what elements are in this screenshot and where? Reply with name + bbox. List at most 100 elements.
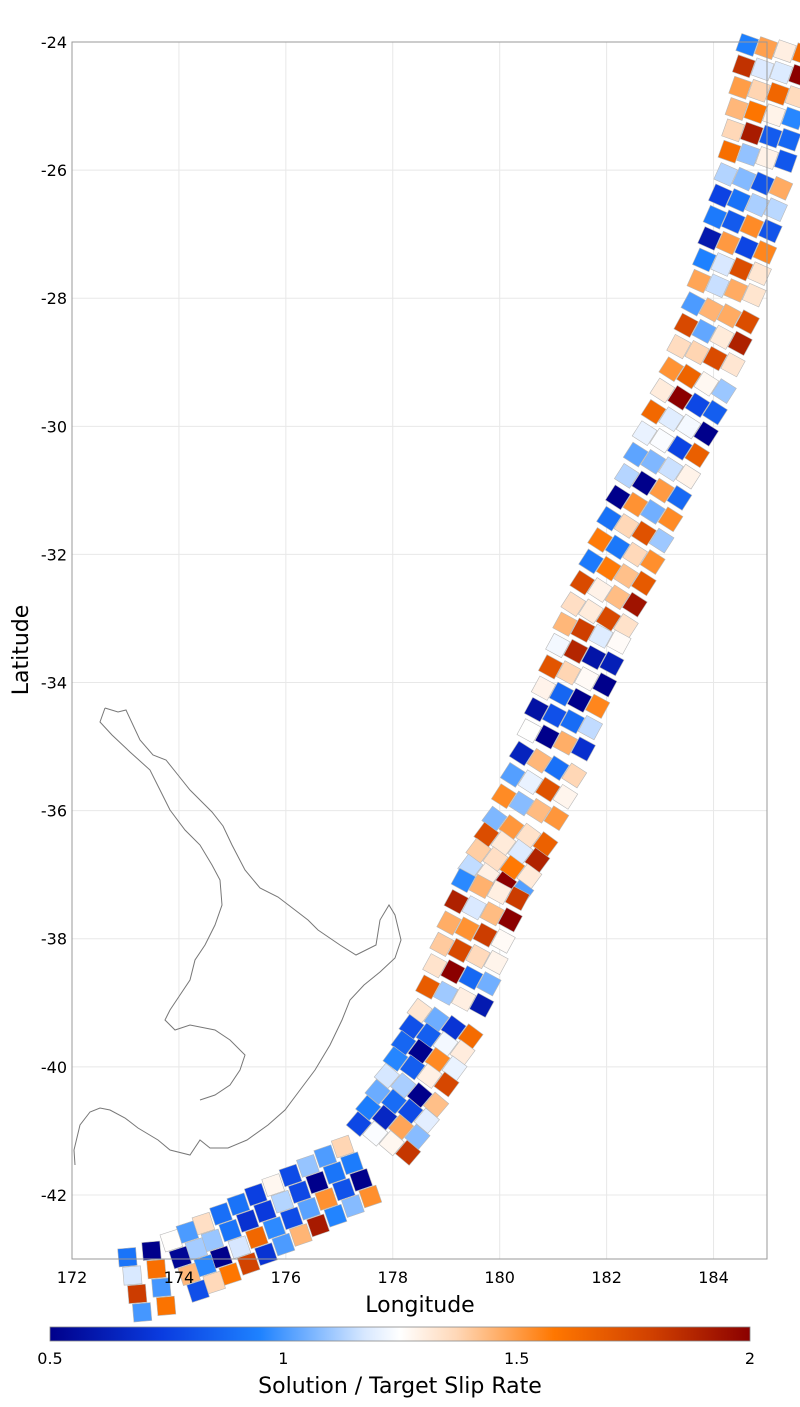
- subsection-tile: [127, 1283, 148, 1304]
- subsection-tile: [649, 427, 675, 454]
- subsection-tile: [605, 484, 631, 511]
- subsection-tile: [399, 1054, 426, 1081]
- subsection-tile: [739, 214, 765, 239]
- subsection-tile: [526, 747, 553, 774]
- subsection-tile: [658, 406, 684, 433]
- subsection-tile: [570, 617, 596, 643]
- subsection-tile: [331, 1177, 356, 1202]
- subsection-tile: [288, 1223, 313, 1247]
- y-tick-label: -30: [41, 417, 67, 436]
- subsection-tile: [306, 1213, 330, 1238]
- subsection-tile: [261, 1173, 286, 1197]
- subsection-tile: [271, 1232, 296, 1257]
- subsection-tile: [724, 97, 749, 121]
- subsection-tile: [784, 85, 800, 109]
- subsection-tile: [675, 463, 702, 490]
- subsection-tile: [750, 57, 775, 82]
- subsection-tile: [490, 783, 517, 810]
- x-tick-label: 184: [698, 1268, 729, 1287]
- subsection-tile: [758, 124, 783, 149]
- subsection-tile: [305, 1170, 329, 1195]
- subsection-tile: [606, 629, 632, 655]
- subsection-tile: [596, 505, 622, 532]
- subsection-tile: [731, 166, 757, 192]
- subsection-tile: [736, 142, 761, 167]
- subsection-tile: [443, 889, 469, 915]
- subsection-tile: [378, 1129, 405, 1157]
- subsection-tile: [584, 693, 611, 719]
- subsection-tile: [769, 60, 794, 85]
- subsection-tile: [762, 103, 786, 128]
- subsection-tile: [296, 1154, 320, 1178]
- subsection-tile: [673, 312, 699, 338]
- subsection-tile: [693, 420, 719, 447]
- subsection-tile: [227, 1235, 252, 1260]
- colorbar-tick-label: 1: [278, 1349, 288, 1368]
- subsection-tile: [569, 569, 596, 596]
- subsection-tile: [680, 291, 706, 317]
- subsection-tile: [458, 965, 484, 991]
- subsection-tile: [287, 1180, 312, 1204]
- subsection-tile: [141, 1240, 162, 1261]
- y-tick-label: -38: [41, 930, 67, 949]
- y-tick-labels: -24 -26 -28 -30 -32 -34 -36 -38 -40 -42: [41, 33, 67, 1205]
- subsection-tile: [721, 118, 745, 143]
- subsection-tile: [122, 1265, 143, 1286]
- subsection-tile: [436, 910, 462, 936]
- subsection-tile: [450, 867, 476, 894]
- subsection-tile: [577, 714, 604, 741]
- subsection-tile: [526, 797, 552, 824]
- subsection-tile: [297, 1196, 321, 1221]
- subsection-tile: [278, 1163, 303, 1188]
- x-tick-label: 178: [377, 1268, 408, 1287]
- subsection-tile: [739, 121, 764, 146]
- x-axis-title: Longitude: [365, 1293, 474, 1318]
- grid-layer: [71, 41, 767, 1259]
- subsection-tile: [541, 702, 568, 729]
- subsection-tile: [726, 188, 751, 213]
- subsection-tile: [117, 1247, 138, 1268]
- x-tick-label: 174: [164, 1268, 195, 1287]
- subsection-tile: [451, 986, 477, 1012]
- subsection-tile: [731, 54, 756, 79]
- subsection-tile: [692, 247, 717, 273]
- subsection-tile: [159, 1228, 184, 1253]
- subsection-tile: [578, 598, 604, 625]
- subsection-tile: [561, 762, 588, 789]
- colorbar-tick-label: 0.5: [37, 1349, 62, 1368]
- colorbar: [49, 1326, 751, 1342]
- subsection-tile: [781, 106, 800, 131]
- y-tick-label: -34: [41, 674, 67, 693]
- subsection-tile: [604, 584, 631, 611]
- subsection-tile: [560, 591, 587, 617]
- y-tick-label: -28: [41, 289, 67, 308]
- subsection-tile: [433, 980, 459, 1006]
- subsection-tile: [630, 570, 657, 597]
- subsection-tile: [146, 1259, 167, 1280]
- subsection-tile: [684, 442, 711, 469]
- subsection-tile: [713, 162, 738, 187]
- subsection-tile: [523, 696, 550, 723]
- subsection-tile: [772, 39, 797, 64]
- subsection-tile: [433, 1071, 460, 1098]
- colorbar-tick-label: 1.5: [504, 1349, 529, 1368]
- x-tick-label: 176: [271, 1268, 302, 1287]
- subsection-tile: [243, 1182, 268, 1207]
- subsection-tile: [314, 1187, 339, 1211]
- subsection-tile: [592, 672, 618, 698]
- colorbar-tick-labels: 0.5 1 1.5 2: [37, 1349, 755, 1368]
- subsection-tile: [587, 527, 613, 553]
- subsection-tile: [720, 352, 746, 378]
- coastline-path: [73, 707, 402, 1166]
- subsection-tile: [640, 499, 666, 525]
- subsection-tile: [209, 1202, 233, 1226]
- subsection-tile: [721, 209, 746, 235]
- subsection-tile: [702, 345, 728, 372]
- subsection-tile: [676, 363, 702, 390]
- subsection-tile: [552, 783, 579, 810]
- subsection-tile: [537, 654, 564, 680]
- subsection-tile: [728, 256, 754, 282]
- coastline: [73, 707, 402, 1166]
- subsection-tile: [657, 506, 684, 533]
- subsection-tile: [578, 548, 604, 575]
